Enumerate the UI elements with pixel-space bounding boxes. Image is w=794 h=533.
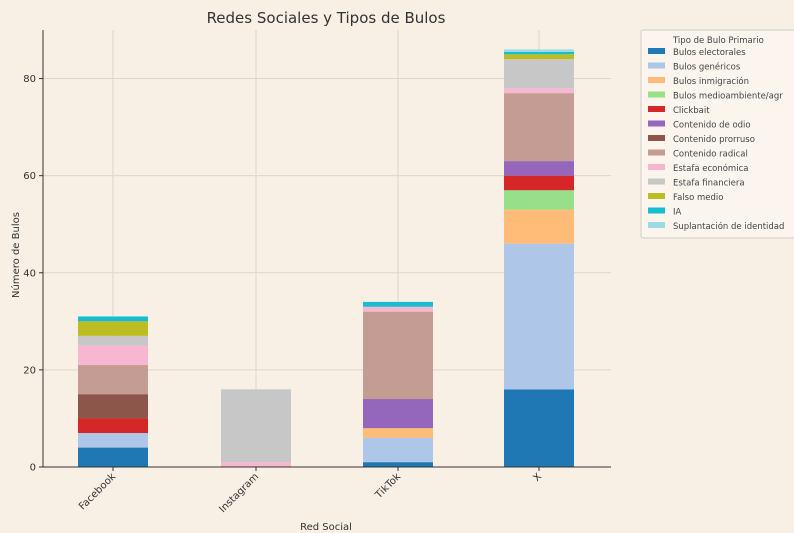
bar-segment [504, 389, 574, 467]
bar-segment [221, 389, 291, 463]
legend-swatch [648, 164, 665, 170]
bar-segment [221, 462, 291, 467]
bar-segment [504, 175, 574, 191]
legend-item-label: Contenido prorruso [673, 135, 755, 145]
legend-item-label: Bulos electorales [673, 48, 746, 58]
x-tick-label: TikTok [373, 471, 403, 501]
x-tick-label: X [531, 471, 544, 484]
bar-segment [363, 437, 433, 463]
bar-segment [504, 161, 574, 176]
axes [42, 30, 611, 468]
legend: Tipo de Bulo Primario Bulos electoralesB… [640, 29, 794, 239]
bar-segment [78, 321, 148, 336]
y-ticks: 0 20 40 60 80 [23, 74, 43, 474]
bar-segment [363, 311, 433, 400]
bar-segment [78, 365, 148, 395]
bar-segment [504, 190, 574, 210]
legend-swatch [648, 222, 665, 228]
bar-segment [504, 93, 574, 162]
x-ticks: Facebook Instagram TikTok X [77, 467, 544, 515]
legend-item-label: Bulos genéricos [673, 62, 741, 73]
legend-title: Tipo de Bulo Primario [672, 36, 764, 46]
bar-segment [504, 59, 574, 89]
bar-segment [78, 335, 148, 346]
legend-item-label: Suplantación de identidad [673, 221, 784, 232]
legend-item-label: Contenido de odio [673, 121, 751, 131]
y-tick-label: 60 [23, 171, 36, 182]
y-tick-label: 80 [23, 74, 36, 85]
bar-segment [363, 306, 433, 312]
legend-swatch [648, 120, 665, 127]
legend-item-label: Falso medio [673, 193, 723, 203]
legend-item-label: Bulos inmigración [673, 76, 749, 87]
bar-segment [78, 394, 148, 419]
legend-item-label: Estafa financiera [673, 179, 745, 189]
bar-segment [363, 428, 433, 438]
bar-segment [78, 418, 148, 434]
legend-swatch [648, 48, 665, 54]
x-tick-label: Facebook [77, 471, 118, 512]
legend-swatch [648, 178, 665, 185]
bar-segment [78, 316, 148, 322]
bar-segment [504, 54, 574, 60]
legend-item-label: IA [673, 208, 682, 218]
legend-swatch [648, 193, 665, 199]
legend-item-label: Bulos medioambiente/agr [673, 92, 783, 102]
y-tick-label: 40 [23, 268, 36, 279]
y-tick-label: 20 [23, 365, 36, 376]
bar-segment [363, 301, 433, 307]
bar-segment [78, 345, 148, 366]
bar-segment [504, 49, 574, 52]
legend-swatch [648, 91, 665, 98]
legend-item-label: Clickbait [673, 106, 710, 116]
legend-frame [640, 29, 794, 239]
legend-items: Bulos electorales Bulos genéricos Bulos in… [648, 48, 784, 232]
y-axis-label: Número de Bulos [10, 212, 22, 298]
chart-title: Redes Sociales y Tipos de Bulos [207, 9, 446, 27]
bar-segment [504, 51, 574, 55]
bars [78, 49, 574, 467]
bar-segment [78, 433, 148, 448]
bar-segment [78, 447, 148, 467]
bar-segment [363, 462, 433, 467]
legend-item-label: Estafa económica [673, 163, 748, 174]
y-tick-label: 0 [30, 463, 36, 474]
bar-segment [504, 209, 574, 244]
legend-item-label: Contenido radical [673, 150, 748, 160]
legend-swatch [648, 62, 665, 69]
legend-swatch [648, 149, 665, 156]
legend-swatch [648, 207, 665, 214]
bar-segment [504, 88, 574, 94]
bar-segment [363, 399, 433, 429]
legend-swatch [648, 77, 665, 83]
legend-swatch [648, 135, 665, 141]
x-axis-label: Red Social [300, 522, 352, 533]
x-tick-label: Instagram [217, 471, 261, 515]
bar-segment [504, 243, 574, 390]
legend-swatch [648, 106, 665, 112]
